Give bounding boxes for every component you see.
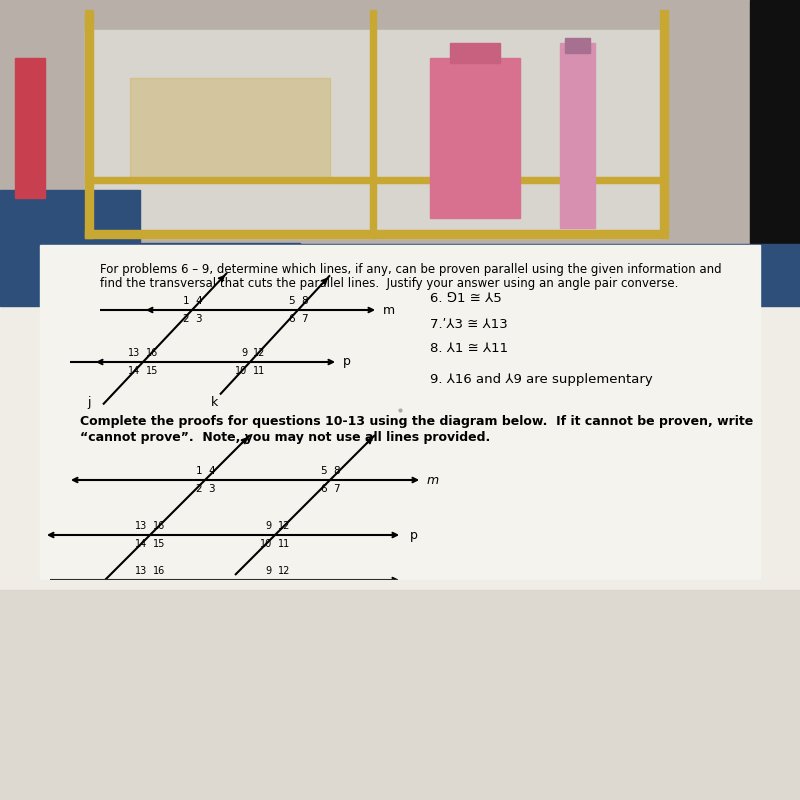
Text: 11: 11 [253,366,266,376]
Text: m: m [427,474,439,486]
Text: 13: 13 [134,566,147,576]
Bar [450,43,500,63]
Text: 13: 13 [128,348,140,358]
Text: 7: 7 [333,484,340,494]
Text: 4: 4 [208,466,214,476]
Bar [85,10,93,238]
Text: 6: 6 [320,484,327,494]
Text: p: p [410,529,418,542]
Bar [0,590,800,800]
Bar [0,243,300,303]
Text: 9: 9 [266,521,272,531]
Text: 15: 15 [153,539,166,549]
Bar [430,58,520,218]
Text: 9: 9 [266,566,272,576]
Text: j: j [87,396,91,409]
Text: Complete the proofs for questions 10-13 using the diagram below.  If it cannot b: Complete the proofs for questions 10-13 … [80,415,754,429]
Text: 6: 6 [288,314,295,324]
Text: 4: 4 [195,296,202,306]
Bar [85,177,665,183]
Bar [370,10,376,238]
Text: find the transversal that cuts the parallel lines.  Justify your answer using an: find the transversal that cuts the paral… [100,278,678,290]
Text: 1: 1 [182,296,189,306]
Text: 14: 14 [128,366,140,376]
Text: m: m [383,303,395,317]
Text: 3: 3 [208,484,214,494]
Text: 12: 12 [253,348,266,358]
Bar [0,580,800,800]
Text: 16: 16 [146,348,158,358]
Text: 14: 14 [134,539,147,549]
Text: 1: 1 [195,466,202,476]
Text: 7: 7 [301,314,308,324]
Bar [660,10,668,238]
Bar [130,78,330,178]
Bar [15,58,45,198]
Bar [85,230,665,238]
Text: k: k [211,396,218,409]
Text: 2: 2 [195,484,202,494]
Bar [565,38,590,53]
Bar [750,0,800,248]
Text: “cannot prove”.  Note, you may not use all lines provided.: “cannot prove”. Note, you may not use al… [80,431,490,445]
Bar [0,190,140,250]
Text: 9. ⅄16 and ⅄9 are supplementary: 9. ⅄16 and ⅄9 are supplementary [430,374,653,386]
Text: 8. ⅄1 ≅ ⅄11: 8. ⅄1 ≅ ⅄11 [430,342,508,354]
Text: 16: 16 [153,521,166,531]
Bar [560,43,595,228]
Text: For problems 6 – 9, determine which lines, if any, can be proven parallel using : For problems 6 – 9, determine which line… [100,263,722,277]
Text: 7.ʹ⅄3 ≅ ⅄13: 7.ʹ⅄3 ≅ ⅄13 [430,318,508,330]
Text: 12: 12 [278,566,290,576]
Text: 5: 5 [288,296,295,306]
Bar [0,0,800,248]
Text: 13: 13 [134,521,147,531]
Bar [0,244,800,306]
Text: 8: 8 [301,296,308,306]
Text: 10: 10 [234,366,247,376]
Text: 6. ⅁1 ≅ ⅄5: 6. ⅁1 ≅ ⅄5 [430,291,502,305]
Text: 3: 3 [195,314,202,324]
Text: 12: 12 [278,521,290,531]
Text: 2: 2 [182,314,189,324]
Text: 16: 16 [153,566,166,576]
Text: 8: 8 [333,466,340,476]
Text: 15: 15 [146,366,158,376]
Bar [85,30,665,238]
Text: 5: 5 [320,466,327,476]
Text: 11: 11 [278,539,290,549]
Text: 10: 10 [260,539,272,549]
Bar [40,245,760,800]
Text: 9: 9 [241,348,247,358]
Text: p: p [343,355,351,369]
